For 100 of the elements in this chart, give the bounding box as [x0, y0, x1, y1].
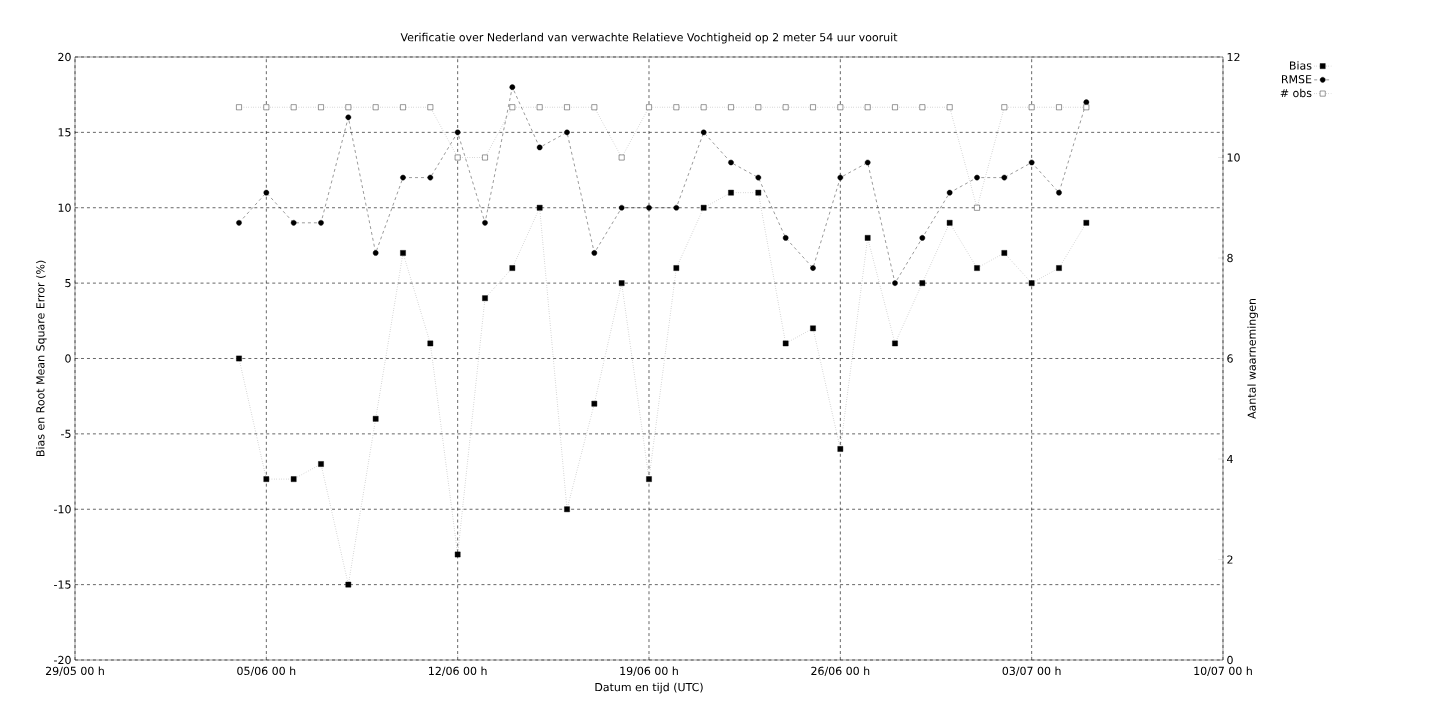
point: [536, 204, 543, 211]
point: [290, 476, 297, 482]
x-tick-label: 12/06 00 h: [429, 666, 487, 676]
point: [646, 104, 652, 111]
y-tick-label: -15: [54, 580, 71, 589]
point: [263, 189, 270, 196]
x-tick-label: 26/06 00 h: [811, 666, 870, 676]
x-tick-label: 19/06 00 h: [620, 666, 678, 676]
point: [728, 159, 734, 166]
point: [618, 204, 625, 211]
point: [782, 340, 789, 347]
point: [892, 104, 898, 111]
point: [946, 220, 953, 226]
point: [700, 104, 707, 111]
point: [454, 551, 461, 558]
point: [864, 159, 871, 166]
point: [974, 204, 980, 211]
point: [810, 104, 816, 111]
point: [372, 416, 379, 422]
point: [864, 104, 871, 111]
y-tick-label: -20: [54, 655, 71, 665]
point: [673, 265, 680, 271]
y2-axis-title: Aantal waarnemingen: [1247, 298, 1258, 419]
y-tick-label: -10: [54, 505, 71, 514]
x-axis-title: Datum en tijd (UTC): [595, 682, 703, 694]
point: [728, 104, 734, 111]
point: [837, 174, 844, 181]
point: [1083, 104, 1090, 111]
point: [618, 280, 625, 286]
point: [1056, 265, 1062, 271]
point: [564, 129, 570, 136]
y2-tick-label: 0: [1227, 655, 1233, 665]
point: [318, 461, 324, 467]
chart-title: Verificatie over Nederland van verwachte Relatieve Vochtigheid op 2 meter 54 uur vooruit: [400, 32, 898, 44]
point: [482, 295, 488, 301]
point: [673, 104, 680, 111]
y-axis-title: Bias en Root Mean Square Error (%): [36, 260, 47, 457]
point: [646, 204, 652, 211]
point: [509, 265, 516, 271]
point: [755, 189, 762, 196]
point: [728, 189, 734, 196]
point: [974, 265, 980, 271]
point: [454, 129, 461, 136]
legend-label: RMSE: [1282, 75, 1312, 84]
y-tick-label: 20: [58, 52, 71, 62]
point: [837, 104, 844, 111]
point: [427, 340, 434, 347]
point: [810, 265, 816, 271]
y2-tick-label: 6: [1227, 354, 1233, 363]
legend-label: # obs: [1280, 88, 1312, 98]
point: [400, 250, 406, 256]
point: [509, 104, 516, 111]
point: [372, 104, 379, 111]
point: [564, 506, 570, 513]
point: [618, 154, 625, 161]
x-tick-label: 05/06 00 h: [237, 666, 296, 676]
point: [591, 400, 598, 407]
y-tick-label: 10: [58, 203, 71, 212]
legend-label: Bias: [1289, 61, 1312, 70]
point: [263, 104, 270, 111]
point: [290, 220, 297, 226]
point: [318, 220, 324, 226]
y2-tick-label: 2: [1227, 555, 1233, 564]
point: [454, 154, 461, 161]
point: [1056, 189, 1062, 196]
point: [1001, 174, 1008, 181]
point: [782, 104, 789, 111]
point: [372, 250, 379, 256]
y-tick-label: 15: [58, 128, 71, 137]
point: [755, 174, 762, 181]
point: [400, 174, 406, 181]
point: [345, 114, 352, 121]
x-tick-label: 10/07 00 h: [1194, 666, 1252, 676]
point: [345, 104, 352, 111]
point: [700, 204, 707, 211]
point: [536, 144, 543, 151]
point: [1028, 280, 1035, 286]
point: [946, 189, 953, 196]
point: [427, 174, 434, 181]
point: [892, 280, 898, 286]
point: [919, 104, 926, 111]
point: [782, 235, 789, 241]
point: [236, 220, 242, 226]
point: [974, 174, 980, 181]
point: [236, 104, 242, 111]
point: [1083, 220, 1090, 226]
point: [1028, 159, 1035, 166]
point: [345, 581, 352, 588]
point: [700, 129, 707, 136]
point: [564, 104, 570, 111]
point: [1001, 104, 1008, 111]
y2-tick-label: 12: [1227, 52, 1240, 62]
point: [673, 204, 680, 211]
point: [864, 235, 871, 241]
y2-tick-label: 10: [1227, 153, 1240, 162]
x-tick-label: 03/07 00 h: [1002, 666, 1061, 676]
point: [536, 104, 543, 111]
point: [482, 154, 488, 161]
point: [400, 104, 406, 111]
point: [755, 104, 762, 111]
